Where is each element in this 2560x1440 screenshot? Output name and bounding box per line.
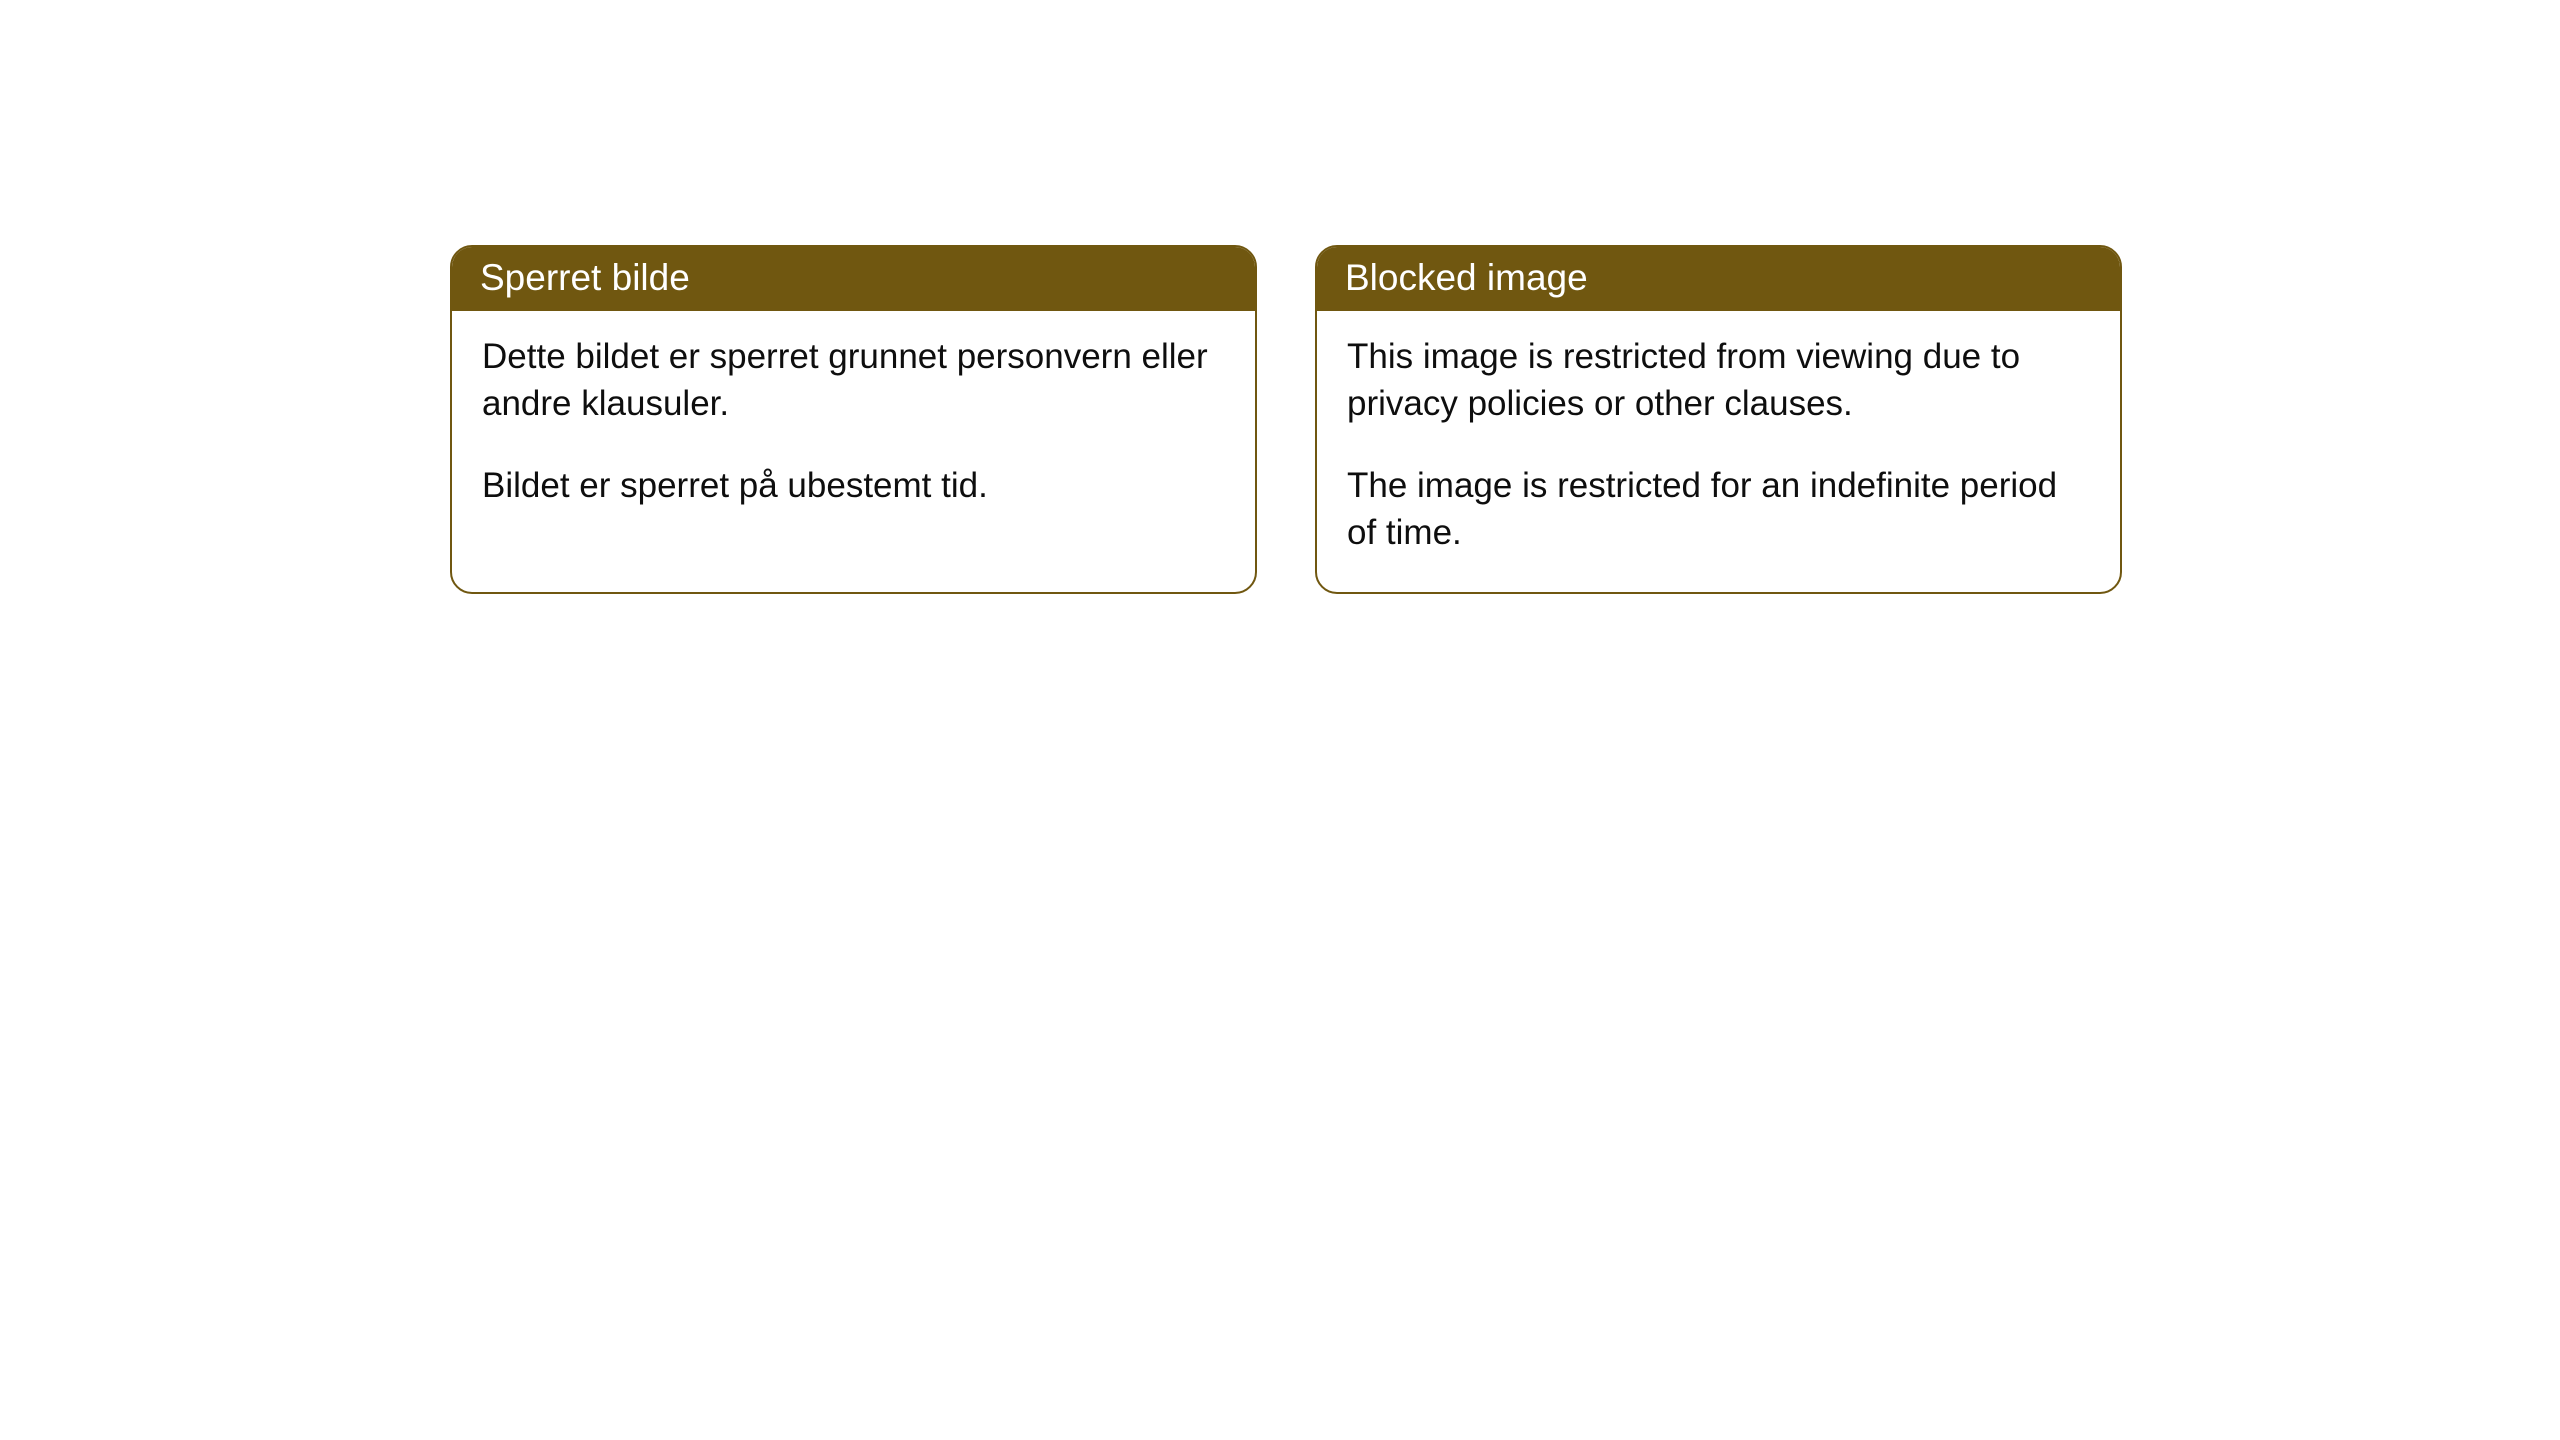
notice-paragraph: Bildet er sperret på ubestemt tid. (482, 462, 1225, 509)
card-header: Blocked image (1317, 247, 2120, 311)
notice-cards-container: Sperret bilde Dette bildet er sperret gr… (450, 245, 2122, 594)
notice-card-norwegian: Sperret bilde Dette bildet er sperret gr… (450, 245, 1257, 594)
card-body: This image is restricted from viewing du… (1317, 311, 2120, 592)
card-body: Dette bildet er sperret grunnet personve… (452, 311, 1255, 545)
notice-paragraph: Dette bildet er sperret grunnet personve… (482, 333, 1225, 428)
notice-paragraph: The image is restricted for an indefinit… (1347, 462, 2090, 557)
notice-paragraph: This image is restricted from viewing du… (1347, 333, 2090, 428)
notice-card-english: Blocked image This image is restricted f… (1315, 245, 2122, 594)
card-header: Sperret bilde (452, 247, 1255, 311)
